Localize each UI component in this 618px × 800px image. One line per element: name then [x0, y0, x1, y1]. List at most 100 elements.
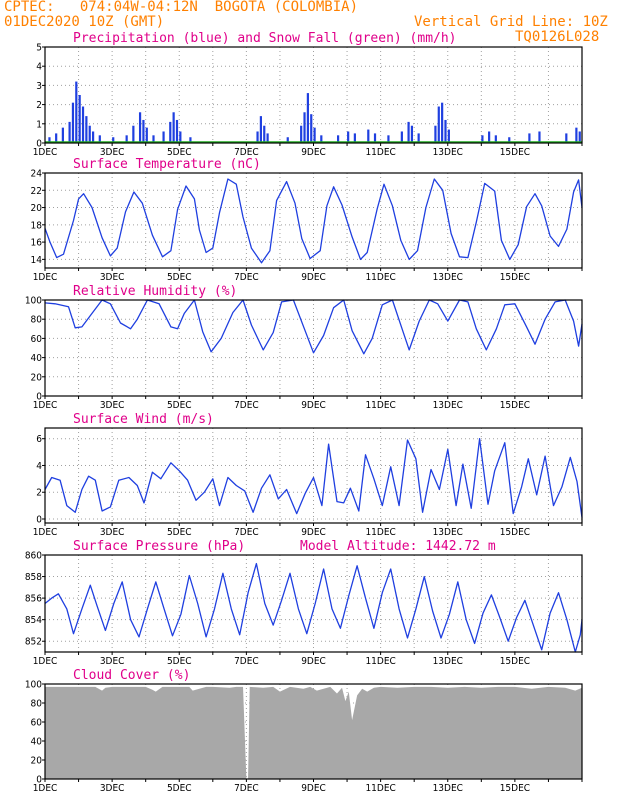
header-grid-line: Vertical Grid Line: 10Z	[414, 14, 608, 30]
y-tick-label: 40	[31, 353, 43, 364]
y-tick-label: 2	[36, 488, 42, 499]
precip-bar	[162, 131, 165, 143]
panel-annotation-4: Model Altitude: 1442.72 m	[300, 539, 496, 554]
y-tick-label: 4	[36, 62, 42, 73]
x-tick-label: 15DEC	[500, 656, 530, 667]
precip-bar	[81, 106, 85, 143]
x-tick-label: 5DEC	[167, 272, 192, 283]
y-tick-label: 24	[31, 169, 43, 180]
x-tick-label: 5DEC	[167, 400, 192, 411]
precip-bar	[447, 129, 450, 143]
x-tick-label: 5DEC	[167, 656, 192, 667]
y-tick-label: 0	[36, 139, 42, 150]
y-tick-label: 20	[31, 203, 43, 214]
precip-bar	[410, 125, 414, 143]
x-tick-label: 3DEC	[100, 656, 125, 667]
precip-bar	[313, 127, 316, 143]
precip-bar	[481, 135, 484, 143]
x-tick-label: 1DEC	[33, 656, 58, 667]
x-tick-label: 9DEC	[301, 272, 326, 283]
precip-bar	[407, 121, 410, 143]
series-line-2	[44, 299, 583, 355]
precip-bar	[437, 106, 440, 143]
x-tick-label: 11DEC	[365, 272, 395, 283]
cloud-cover-area	[45, 686, 582, 779]
precip-bar	[61, 127, 64, 143]
precip-bar	[444, 119, 447, 143]
x-tick-label: 3DEC	[100, 783, 125, 794]
y-tick-label: 0	[36, 775, 42, 786]
x-tick-label: 5DEC	[167, 147, 192, 158]
y-tick-label: 20	[31, 372, 43, 383]
precip-bar	[132, 125, 135, 143]
precip-bar	[266, 133, 269, 143]
precip-bar	[565, 133, 568, 143]
precip-bar	[347, 131, 350, 143]
y-tick-label: 18	[31, 220, 43, 231]
x-tick-label: 15DEC	[500, 147, 530, 158]
panel-title-2: Relative Humidity (%)	[73, 284, 237, 299]
header-date: 01DEC2020 10Z (GMT)	[4, 14, 165, 30]
x-tick-label: 9DEC	[301, 783, 326, 794]
precip-bar	[256, 131, 259, 143]
precip-bar	[336, 135, 340, 143]
precip-bar	[353, 133, 356, 143]
x-tick-label: 13DEC	[433, 400, 463, 411]
precip-bar	[78, 95, 81, 143]
precip-bar	[494, 135, 497, 143]
y-tick-label: 2	[36, 100, 42, 111]
precip-bar	[175, 119, 179, 143]
precip-bar	[303, 112, 306, 143]
precip-bar	[85, 116, 88, 143]
panel-title-5: Cloud Cover (%)	[73, 668, 190, 683]
x-tick-label: 3DEC	[100, 400, 125, 411]
x-tick-label: 9DEC	[301, 656, 326, 667]
y-tick-label: 14	[31, 255, 43, 266]
x-tick-label: 1DEC	[33, 527, 58, 538]
x-tick-label: 7DEC	[234, 656, 259, 667]
x-tick-label: 13DEC	[433, 656, 463, 667]
x-tick-label: 3DEC	[100, 272, 125, 283]
precip-bar	[71, 102, 75, 143]
y-tick-label: 16	[31, 238, 43, 249]
x-tick-label: 7DEC	[234, 147, 259, 158]
series-line-4	[44, 562, 583, 653]
x-tick-label: 15DEC	[500, 527, 530, 538]
precip-bar	[142, 119, 145, 143]
y-tick-label: 80	[31, 699, 43, 710]
y-tick-label: 4	[36, 461, 42, 472]
y-tick-label: 20	[31, 756, 43, 767]
x-tick-label: 13DEC	[433, 783, 463, 794]
y-tick-label: 22	[31, 186, 42, 197]
precip-bar	[538, 131, 541, 143]
precip-bar	[373, 133, 377, 143]
x-tick-label: 9DEC	[301, 147, 326, 158]
panel-title-0: Precipitation (blue) and Snow Fall (gree…	[73, 31, 457, 46]
x-tick-label: 7DEC	[234, 272, 259, 283]
header-model-code: TQ0126L028	[515, 29, 600, 45]
x-tick-label: 13DEC	[433, 272, 463, 283]
precip-bar	[259, 116, 262, 143]
precip-bar	[189, 137, 192, 143]
precip-bar	[367, 129, 370, 143]
precip-bar	[179, 131, 182, 143]
precip-bar	[172, 112, 175, 143]
x-tick-label: 13DEC	[433, 147, 463, 158]
x-tick-label: 9DEC	[301, 527, 326, 538]
precip-bar	[152, 135, 155, 143]
x-tick-label: 3DEC	[100, 147, 125, 158]
x-tick-label: 11DEC	[365, 400, 395, 411]
y-tick-label: 3	[36, 81, 42, 92]
x-tick-label: 11DEC	[365, 656, 395, 667]
x-tick-label: 11DEC	[365, 783, 395, 794]
x-tick-label: 7DEC	[234, 783, 259, 794]
y-tick-label: 100	[25, 680, 42, 691]
precip-bar	[434, 125, 437, 143]
precip-bar	[263, 125, 266, 143]
precip-bar	[91, 131, 95, 143]
x-tick-label: 1DEC	[33, 272, 58, 283]
precip-bar	[488, 131, 491, 143]
precip-bar	[169, 121, 172, 143]
x-tick-label: 15DEC	[500, 400, 530, 411]
